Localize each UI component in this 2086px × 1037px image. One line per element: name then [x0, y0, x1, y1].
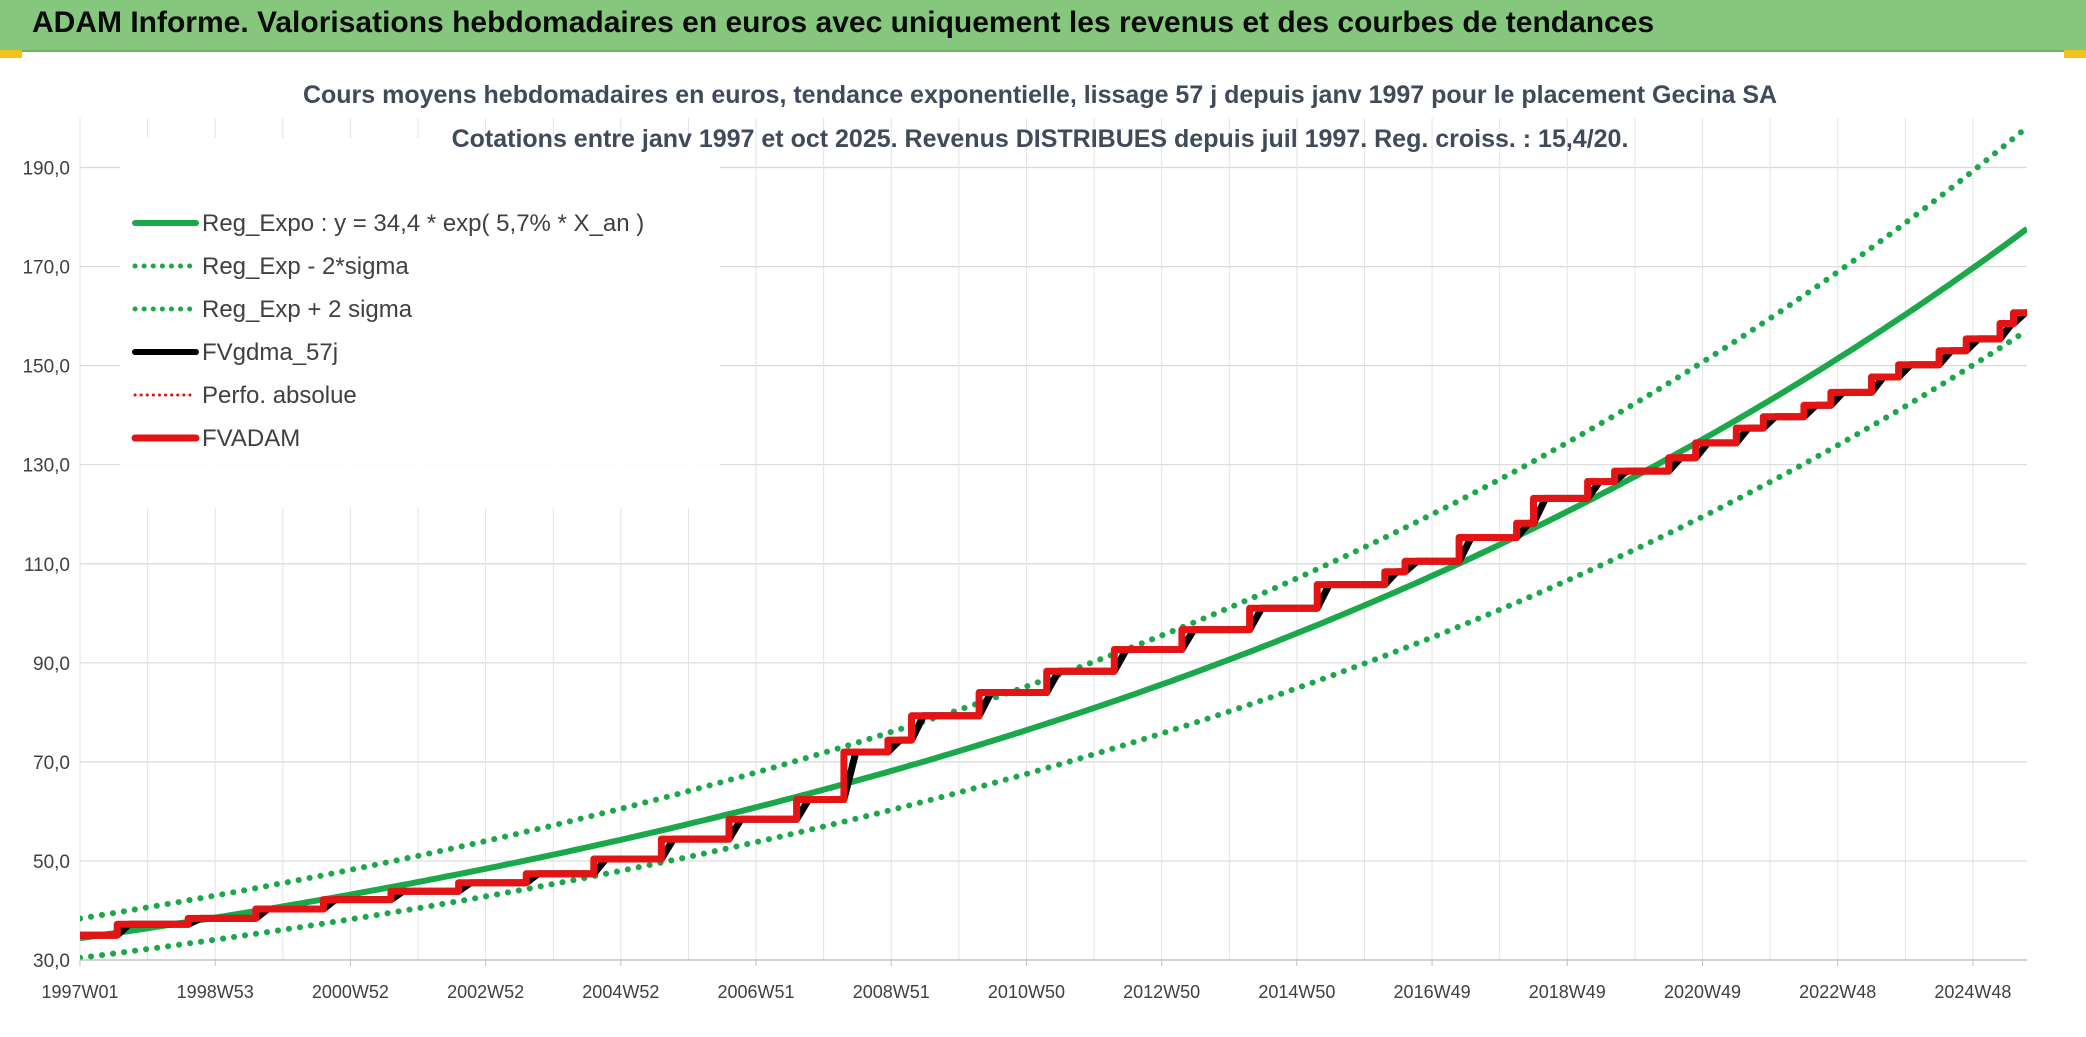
x-tick-label: 2000W52 [312, 982, 389, 1002]
legend-entry-label: FVgdma_57j [202, 339, 338, 366]
series-reg-exp-minus-2-sigma [80, 327, 2027, 960]
chart-title-line-1: Cours moyens hebdomadaires en euros, ten… [303, 81, 1777, 109]
x-tick-label: 2022W48 [1799, 982, 1876, 1002]
x-tick-label: 2010W50 [988, 982, 1065, 1002]
chart-title-line-2: Cotations entre janv 1997 et oct 2025. R… [452, 125, 1629, 153]
y-tick-label: 150,0 [22, 357, 70, 378]
x-tick-label: 2018W49 [1529, 982, 1606, 1002]
x-tick-label: 2016W49 [1394, 982, 1471, 1002]
x-tick-label: 2024W48 [1934, 982, 2011, 1002]
report-title: ADAM Informe. Valorisations hebdomadaire… [32, 6, 1655, 39]
corner-accent-left [0, 50, 22, 58]
y-tick-label: 30,0 [33, 951, 70, 972]
legend-entry-label: FVADAM [202, 425, 300, 452]
series-fvadam [80, 309, 2027, 939]
y-tick-label: 110,0 [24, 555, 70, 576]
x-tick-label: 2008W51 [853, 982, 930, 1002]
x-tick-label: 1997W01 [41, 982, 118, 1002]
y-tick-label: 70,0 [33, 753, 70, 774]
legend-entry-label: Reg_Exp - 2*sigma [202, 253, 409, 280]
corner-accent-right [2064, 50, 2086, 58]
y-tick-label: 130,0 [22, 456, 70, 477]
series-group [80, 124, 2027, 960]
x-tick-label: 2006W51 [718, 982, 795, 1002]
axes: 30,0 50,0 70,0 90,0 110,0 130,0 150,0 170,0 190,… [22, 159, 2027, 1002]
x-tick-label: 2020W49 [1664, 982, 1741, 1002]
legend-entry-label: Reg_Exp + 2 sigma [202, 296, 413, 323]
legend-entry-label: Perfo. absolue [202, 382, 357, 409]
report-header: ADAM Informe. Valorisations hebdomadaire… [0, 0, 2086, 52]
legend-background [120, 138, 720, 508]
series-reg-exp-plus-2-sigma [80, 124, 2027, 922]
legend: Reg_Expo : y = 34,4 * exp( 5,7% * X_an )… [131, 210, 644, 452]
chart-canvas: 30,0 50,0 70,0 90,0 110,0 130,0 150,0 170,0 190,… [22, 81, 2027, 1002]
y-tick-label: 50,0 [33, 852, 70, 873]
y-tick-label: 90,0 [33, 654, 70, 675]
x-tick-label: 1998W53 [177, 982, 254, 1002]
x-tick-label: 2004W52 [582, 982, 659, 1002]
x-tick-label: 2012W50 [1123, 982, 1200, 1002]
x-tick-label: 2002W52 [447, 982, 524, 1002]
y-tick-label: 170,0 [22, 258, 70, 279]
x-tick-label: 2014W50 [1258, 982, 1335, 1002]
y-tick-label: 190,0 [22, 159, 70, 180]
series-lines [80, 124, 2027, 960]
legend-entry-label: Reg_Expo : y = 34,4 * exp( 5,7% * X_an ) [202, 210, 644, 237]
